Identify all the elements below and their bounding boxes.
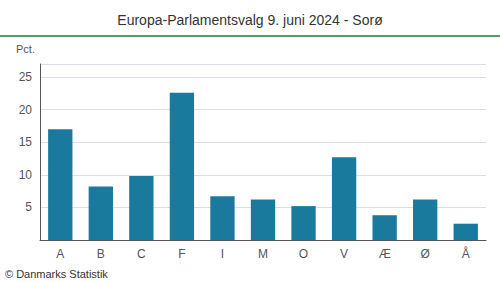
svg-text:F: F — [178, 247, 185, 261]
svg-text:© Danmarks Statistik: © Danmarks Statistik — [5, 268, 108, 280]
svg-text:10: 10 — [19, 168, 33, 182]
svg-text:20: 20 — [19, 103, 33, 117]
svg-text:V: V — [340, 247, 348, 261]
svg-text:C: C — [137, 247, 146, 261]
svg-text:I: I — [221, 247, 224, 261]
svg-text:B: B — [97, 247, 105, 261]
svg-text:Ø: Ø — [421, 247, 430, 261]
svg-text:Europa-Parlamentsvalg 9. juni: Europa-Parlamentsvalg 9. juni 2024 - Sor… — [117, 12, 383, 28]
svg-text:5: 5 — [25, 200, 32, 214]
svg-text:25: 25 — [19, 70, 33, 84]
svg-text:Å: Å — [462, 246, 470, 261]
svg-text:M: M — [258, 247, 268, 261]
svg-text:O: O — [299, 247, 308, 261]
svg-text:15: 15 — [19, 135, 33, 149]
svg-text:A: A — [56, 247, 64, 261]
svg-text:Æ: Æ — [379, 247, 391, 261]
svg-text:Pct.: Pct. — [16, 43, 35, 55]
